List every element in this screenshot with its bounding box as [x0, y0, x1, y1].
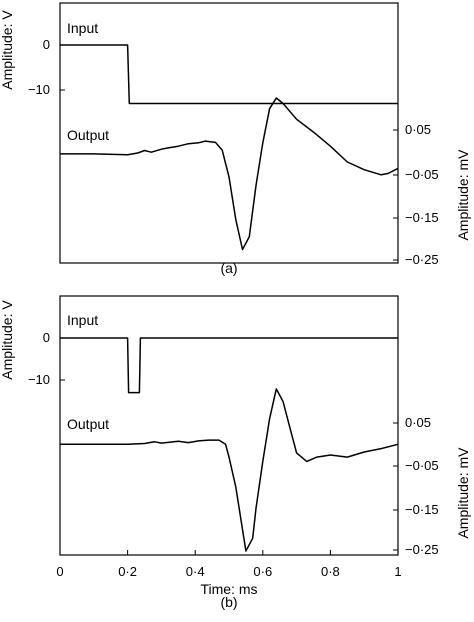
panel-a-right-axis-title: Amplitude: mV: [455, 149, 471, 241]
panel-b-x-tick-label: 0: [56, 564, 63, 579]
panel-b-input-label: Input: [67, 312, 98, 328]
panel-a-left-tick-label: −10: [28, 82, 50, 97]
panel-a-output-label: Output: [67, 127, 109, 143]
panel-b-right-tick-label: 0·05: [405, 415, 431, 430]
panel-b-left-tick-label: 0: [43, 330, 50, 345]
panel-b-x-axis-title: Time: ms: [200, 581, 257, 597]
panel-b-right-tick-label: −0·15: [405, 502, 439, 517]
panel-b-left-axis-title: Amplitude: V: [0, 300, 15, 380]
panel-b-right-tick-label: −0·25: [405, 542, 439, 557]
panel-b-x-tick-label: 1: [394, 564, 401, 579]
panel-b-input-line: [60, 337, 398, 394]
panel-b-x-tick-label: 0·6: [253, 564, 272, 579]
panel-b-frame: [59, 295, 399, 556]
panel-a-frame: [59, 2, 399, 264]
panel-a-right-tick-label: −0·25: [405, 252, 439, 267]
panel-a-right-tick-label: −0·15: [405, 210, 439, 225]
panel-b-output-line: [60, 388, 399, 552]
panel-a-left-tick-label: 0: [43, 37, 50, 52]
panel-a-caption: (a): [220, 260, 237, 276]
panel-a-right-tick-label: 0·05: [405, 122, 431, 137]
panel-b-x-tick-label: 0·8: [321, 564, 340, 579]
panel-b-right-tick-label: −0·05: [405, 458, 439, 473]
panel-b-right-axis-title: Amplitude: mV: [455, 447, 471, 539]
panel-b-left-tick-label: −10: [28, 372, 50, 387]
panel-a-left-axis-title: Amplitude: V: [0, 10, 15, 90]
panel-a-input-label: Input: [67, 20, 98, 36]
panel-a-right-tick-label: −0·05: [405, 167, 439, 182]
panel-b-caption: (b): [220, 594, 237, 610]
panel-b-output-label: Output: [67, 416, 109, 432]
panel-a-output-line: [60, 97, 399, 251]
panel-b-x-tick-label: 0·2: [118, 564, 137, 579]
panel-a-input-line: [60, 44, 398, 105]
panel-b-x-tick-label: 0·4: [186, 564, 205, 579]
